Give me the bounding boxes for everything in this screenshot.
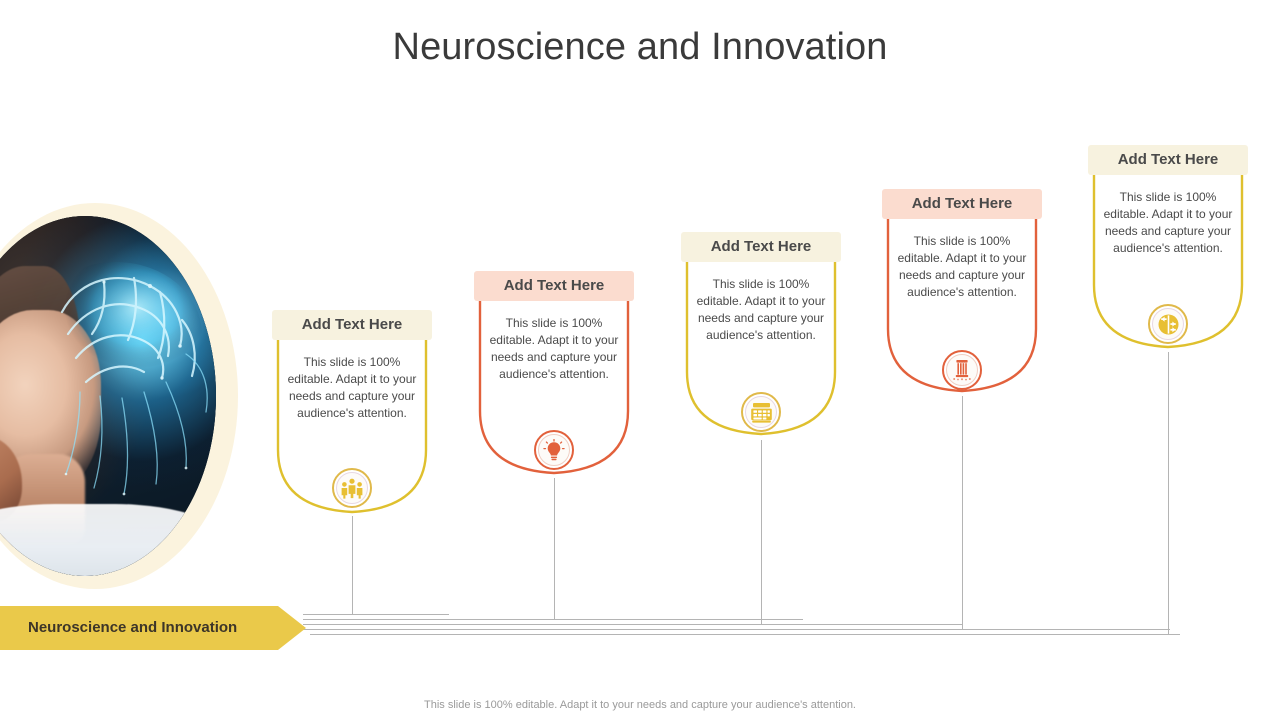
people-group-icon[interactable] [332, 468, 372, 508]
connector-drop-5 [1168, 352, 1169, 634]
connector-rail-1 [310, 634, 1180, 635]
milestone-card-5[interactable]: Add Text Here This slide is 100% editabl… [1088, 145, 1248, 349]
card-body-2: This slide is 100% editable. Adapt it to… [489, 316, 619, 381]
page-title: Neuroscience and Innovation [392, 26, 888, 68]
graduation-cap-icon[interactable] [942, 350, 982, 390]
card-header-4: Add Text Here [882, 189, 1042, 219]
badge-glyph-5 [1155, 311, 1181, 337]
connector-drop-2 [554, 478, 555, 619]
connector-rail-4 [303, 619, 803, 620]
connector-drop-4 [962, 396, 963, 629]
badge-glyph-4 [949, 357, 975, 383]
connector-rail-5 [303, 614, 449, 615]
card-body-3: This slide is 100% editable. Adapt it to… [696, 277, 826, 342]
connector-drop-1 [352, 516, 353, 614]
calculator-icon[interactable] [741, 392, 781, 432]
bottom-banner[interactable]: Neuroscience and Innovation [0, 606, 310, 650]
milestone-card-3[interactable]: Add Text Here This slide is 100% editabl… [681, 232, 841, 436]
banner-label: Neuroscience and Innovation [28, 619, 238, 636]
footer-note: This slide is 100% editable. Adapt it to… [424, 699, 856, 711]
badge-glyph-2 [541, 437, 567, 463]
milestone-card-2[interactable]: Add Text Here This slide is 100% editabl… [474, 271, 634, 475]
badge-glyph-1 [339, 475, 365, 501]
card-header-3: Add Text Here [681, 232, 841, 262]
brain-overlay-icon [30, 262, 208, 496]
hero-image [0, 203, 238, 589]
badge-glyph-3 [748, 399, 774, 425]
card-body-1: This slide is 100% editable. Adapt it to… [287, 355, 417, 420]
banner-arrow-shape [0, 606, 306, 650]
card-header-1: Add Text Here [272, 310, 432, 340]
card-body-5: This slide is 100% editable. Adapt it to… [1103, 190, 1233, 255]
exchange-arrows-icon[interactable] [1148, 304, 1188, 344]
card-header-5: Add Text Here [1088, 145, 1248, 175]
milestone-card-1[interactable]: Add Text Here This slide is 100% editabl… [272, 310, 432, 514]
hero-image-photo [0, 216, 216, 576]
connector-rail-3 [303, 624, 963, 625]
card-body-4: This slide is 100% editable. Adapt it to… [897, 234, 1027, 299]
connector-drop-3 [761, 440, 762, 624]
hero-image-shirt [0, 504, 216, 576]
milestone-card-4[interactable]: Add Text Here This slide is 100% editabl… [882, 189, 1042, 393]
connector-rail-2 [303, 629, 1170, 630]
card-header-2: Add Text Here [474, 271, 634, 301]
lightbulb-idea-icon[interactable] [534, 430, 574, 470]
